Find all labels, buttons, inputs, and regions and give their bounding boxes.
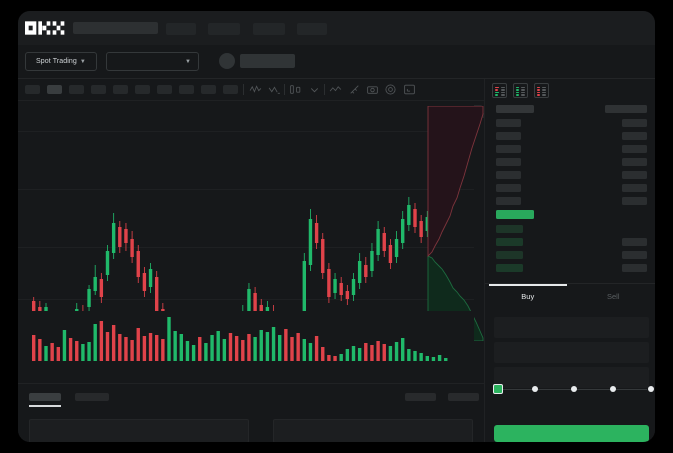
chevron-down-icon: ▼ [185,58,191,65]
orderbook-view-toggles [492,83,549,98]
timeframe-1[interactable] [47,85,62,94]
orderbook-asks-icon[interactable] [534,83,549,98]
volume-chart [18,311,474,383]
orderbook-ask-row[interactable] [496,132,521,140]
orderbook-header-left [496,105,534,113]
market-toolbar: Spot Trading ▼ ▼ [18,45,655,118]
amount-slider-stop-75[interactable] [610,386,616,392]
depth-chart-overlay [426,106,484,341]
timeframe-4[interactable] [113,85,128,94]
order-field-0[interactable] [494,317,649,338]
indicator-settings-icon[interactable] [289,83,302,96]
bottom-tab-0[interactable] [29,393,61,401]
depth-ask-area [427,106,484,258]
bottom-action-1[interactable] [448,393,479,401]
chart-gridline [18,131,474,132]
amount-slider-stop-25[interactable] [532,386,538,392]
pair-avatar-icon [219,53,235,69]
last-price-value [240,54,295,68]
depth-chart-svg [427,106,484,341]
camera-icon[interactable] [366,83,379,96]
indicator-compare-icon[interactable] [268,83,281,96]
orderbook-bid-row[interactable] [496,225,523,233]
nav-item-4[interactable] [297,23,327,35]
buy-tab-indicator [489,284,567,286]
timeframe-8[interactable] [201,85,216,94]
amount-slider-handle[interactable] [493,384,503,394]
orderbook-ask-amount [622,145,647,153]
top-navigation-bar [18,11,655,45]
tab-buy[interactable]: Buy [521,292,535,301]
orderbook-bid-amount [622,251,647,259]
chart-gridline [18,299,474,300]
bottom-panel-0 [29,419,249,442]
market-type-selector[interactable]: Spot Trading ▼ [25,52,97,71]
line-chart-icon[interactable] [329,83,342,96]
orderbook-bids-icon[interactable] [513,83,528,98]
orderbook-ask-row[interactable] [496,184,521,192]
orderbook-ask-amount [622,184,647,192]
fullscreen-icon[interactable] [403,83,416,96]
orderbook-both-icon[interactable] [492,83,507,98]
timeframe-9[interactable] [223,85,238,94]
chevron-down-icon: ▼ [79,58,86,65]
orderbook-ask-amount [622,119,647,127]
nav-item-1[interactable] [166,23,196,35]
orderbook-ask-amount [622,197,647,205]
measure-ruler-icon[interactable] [348,83,361,96]
bottom-panel-1 [273,419,473,442]
orderbook-bid-amount [622,264,647,272]
chart-gridline [18,247,474,248]
orderbook-bid-row[interactable] [496,238,523,246]
submit-buy-button[interactable] [494,425,649,442]
order-field-2[interactable] [494,367,649,388]
orderbook-bid-amount [622,238,647,246]
candlestick-series [32,197,436,311]
orderbook-bid-row[interactable] [496,264,523,272]
timeframe-2[interactable] [69,85,84,94]
orderbook-ask-row[interactable] [496,197,521,205]
order-form-tabs: Buy Sell [485,283,655,309]
orderbook-panel: Buy Sell [484,79,655,442]
price-chart[interactable] [18,101,474,311]
timeframe-0[interactable] [25,85,40,94]
amount-slider-stop-100[interactable] [648,386,654,392]
nav-item-2[interactable] [208,23,240,35]
app-screen: Spot Trading ▼ ▼ [18,11,655,442]
bottom-action-0[interactable] [405,393,436,401]
target-icon[interactable] [384,83,397,96]
timeframe-7[interactable] [179,85,194,94]
tab-sell[interactable]: Sell [606,292,620,301]
orderbook-ask-row[interactable] [496,119,521,127]
orderbook-ask-amount [622,132,647,140]
market-type-label: Spot Trading [36,58,77,65]
bottom-tab-active-indicator [29,405,61,407]
timeframe-5[interactable] [135,85,150,94]
orderbook-ask-row[interactable] [496,158,521,166]
okx-logo-icon[interactable] [25,21,65,35]
orders-panel [18,383,484,442]
orderbook-bid-row[interactable] [496,251,523,259]
chart-gridline [18,189,474,190]
orderbook-header-right [605,105,647,113]
indicator-wave-icon[interactable] [249,83,262,96]
orderbook-ask-amount [622,171,647,179]
timeframe-6[interactable] [157,85,172,94]
orderbook-spread-highlight [496,210,534,219]
chevron-down-icon[interactable] [308,83,321,96]
orderbook-ask-row[interactable] [496,171,521,179]
pair-selector[interactable]: ▼ [106,52,199,71]
bottom-tab-1[interactable] [75,393,109,401]
nav-item-primary[interactable] [73,22,158,34]
volume-series [32,317,448,361]
nav-item-3[interactable] [253,23,285,35]
order-field-1[interactable] [494,342,649,363]
orderbook-ask-row[interactable] [496,145,521,153]
orderbook-ask-amount [622,158,647,166]
timeframe-3[interactable] [91,85,106,94]
amount-slider-stop-50[interactable] [571,386,577,392]
